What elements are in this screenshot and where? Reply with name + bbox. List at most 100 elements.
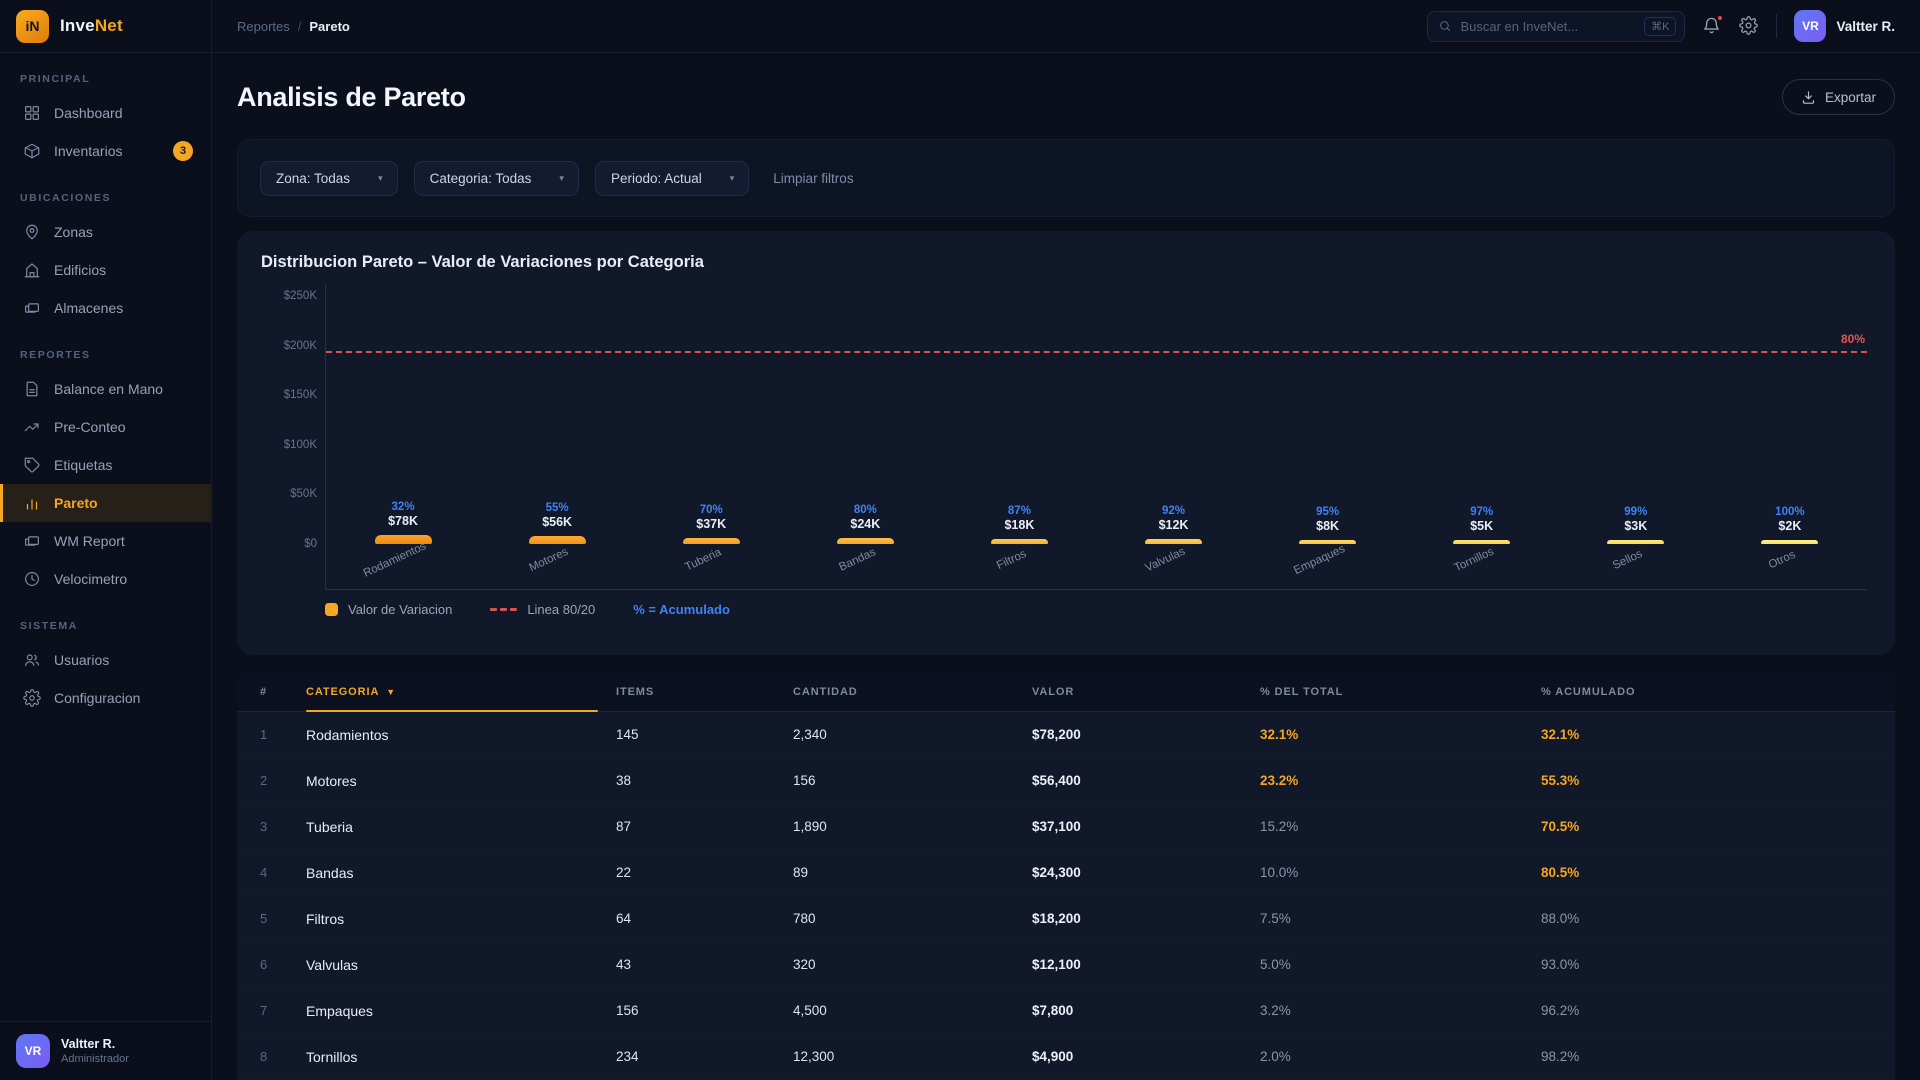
column-header-categoria[interactable]: CATEGORIA ▼ [306,671,616,712]
sidebar-item-velocimetro[interactable]: Velocimetro [0,560,211,598]
sidebar-item-wm-report[interactable]: WM Report [0,522,211,560]
notifications-button[interactable] [1702,14,1725,36]
sidebar-item-inventarios[interactable]: Inventarios 3 [0,132,211,170]
user-name: Valtter R. [1836,18,1895,34]
cell-valor: $56,400 [1032,773,1081,788]
bar-empaques[interactable] [1299,540,1357,544]
y-axis-tick: $150K [283,389,317,402]
cell-cantidad: 4,500 [793,1003,827,1018]
table-row-tornillos[interactable]: 8 Tornillos 234 12,300 $4,900 2.0% 98.2% [237,1034,1895,1080]
bar-valvulas[interactable] [1145,539,1203,544]
brand-name-accent: Net [94,16,123,35]
table-row-motores[interactable]: 2 Motores 38 156 $56,400 23.2% 55.3% [237,758,1895,804]
export-button[interactable]: Exportar [1781,79,1895,115]
sidebar-item-etiquetas[interactable]: Etiquetas [0,446,211,484]
legend-dash-swatch [490,608,518,611]
pareto-chart-card: Distribucion Pareto – Valor de Variacion… [237,231,1895,655]
legend-item-linea-80-20[interactable]: Linea 80/20 [490,602,595,617]
table-row-bandas[interactable]: 4 Bandas 22 89 $24,300 10.0% 80.5% [237,850,1895,896]
sidebar-item-almacenes[interactable]: Almacenes [0,289,211,327]
sidebar-item-zonas[interactable]: Zonas [0,213,211,251]
bar-cumulative-pct-label: 80% [853,504,877,516]
page-header: Analisis de Pareto Exportar [237,77,1895,117]
cell-valor: $18,200 [1032,911,1081,926]
bar-group-otros: 100% $2K [1713,505,1867,544]
table-row-empaques[interactable]: 7 Empaques 156 4,500 $7,800 3.2% 96.2% [237,988,1895,1034]
boxes-icon [23,299,41,317]
legend-item-acumulado[interactable]: % = Acumulado [633,602,730,617]
sidebar-item-configuracion[interactable]: Configuracion [0,679,211,717]
x-axis-label: Valvulas [1096,546,1250,575]
brand[interactable]: iN InveNet [0,0,211,53]
cell-pct-acumulado: 32.1% [1541,727,1580,742]
sidebar-item-edificios[interactable]: Edificios [0,251,211,289]
table-row-valvulas[interactable]: 6 Valvulas 43 320 $12,100 5.0% 93.0% [237,942,1895,988]
cell-items: 234 [616,1049,639,1064]
bar-rodamientos[interactable] [374,535,432,544]
column-header-cantidad[interactable]: CANTIDAD [793,686,1032,698]
x-axis-label: Empaques [1251,543,1405,577]
search-box[interactable]: ⌘K [1427,10,1686,42]
cell-index: 1 [260,727,268,742]
column-header-[interactable]: # [260,686,306,698]
chevron-down-icon: ▾ [378,172,383,183]
nav-section-label: REPORTES [20,349,91,361]
sidebar-item-usuarios[interactable]: Usuarios [0,641,211,679]
column-header-acumulado[interactable]: % ACUMULADO [1541,686,1895,698]
bar-filtros[interactable] [990,539,1048,544]
sidebar-item-pareto[interactable]: Pareto [0,484,211,522]
bar-otros[interactable] [1761,540,1819,544]
settings-button[interactable] [1739,16,1759,36]
search-input[interactable] [1460,18,1637,34]
cell-valor: $4,900 [1032,1049,1074,1064]
sidebar-item-dashboard[interactable]: Dashboard [0,94,211,132]
legend-item-valor-de-variacion[interactable]: Valor de Variacion [325,602,452,617]
cell-pct-total: 3.2% [1260,1003,1291,1018]
filter-label: Zona: Todas [276,170,351,186]
bar-bandas[interactable] [836,538,894,544]
plot-area: 80% 32% $78K 55% $56K 70% $37K 80% $24K 87% $18K 92… [325,284,1867,590]
cell-items: 43 [616,957,632,972]
table-row-filtros[interactable]: 5 Filtros 64 780 $18,200 7.5% 88.0% [237,896,1895,942]
filter-select-categoria[interactable]: Categoria: Todas ▾ [413,160,579,196]
nav-item-label: Pre-Conteo [54,419,126,435]
table-row-rodamientos[interactable]: 1 Rodamientos 145 2,340 $78,200 32.1% 32.1% [237,712,1895,758]
y-axis-tick: $200K [283,339,317,352]
bar-group-filtros: 87% $18K [942,504,1096,544]
column-header-del-total[interactable]: % DEL TOTAL [1260,686,1541,698]
clear-filters-link[interactable]: Limpiar filtros [773,170,854,186]
topbar: Reportes / Pareto ⌘K VR Valtter R. [212,0,1920,53]
bar-tuberia[interactable] [682,538,740,544]
filter-select-zona[interactable]: Zona: Todas ▾ [260,160,398,196]
brand-name-primary: Inve [60,16,95,35]
category-label: Filtros [994,547,1029,573]
chart-title: Distribucion Pareto – Valor de Variacion… [261,253,704,271]
bar-value-label: $78K [388,514,418,529]
users-icon [23,651,41,669]
table-row-tuberia[interactable]: 3 Tuberia 87 1,890 $37,100 15.2% 70.5% [237,804,1895,850]
bar-cumulative-pct-label: 99% [1624,506,1648,518]
column-header-items[interactable]: ITEMS [616,686,793,698]
bar-sellos[interactable] [1607,540,1665,544]
x-axis-label: Motores [480,546,634,574]
bar-tornillos[interactable] [1453,540,1511,544]
bell-icon [1704,17,1720,34]
cell-pct-acumulado: 98.2% [1541,1049,1580,1064]
cell-cantidad: 1,890 [793,819,827,834]
sidebar-item-pre-conteo[interactable]: Pre-Conteo [0,408,211,446]
sidebar-item-balance-en-mano[interactable]: Balance en Mano [0,370,211,408]
bar-value-label: $24K [850,517,881,532]
nav-section-label: PRINCIPAL [20,73,91,85]
bar-motores[interactable] [528,536,586,544]
sidebar-footer[interactable]: VR Valtter R. Administrador [0,1021,211,1080]
nav-item-label: Velocimetro [54,571,128,587]
column-header-valor[interactable]: VALOR [1032,686,1260,698]
nav-item-label: WM Report [54,533,125,549]
user-menu[interactable]: VR Valtter R. [1794,10,1895,42]
x-axis-label: Tornillos [1405,546,1559,575]
footer-user-role: Administrador [61,1053,129,1065]
cell-index: 7 [260,1003,268,1018]
filter-select-periodo[interactable]: Periodo: Actual ▾ [594,160,750,196]
breadcrumb-parent[interactable]: Reportes [237,18,290,34]
